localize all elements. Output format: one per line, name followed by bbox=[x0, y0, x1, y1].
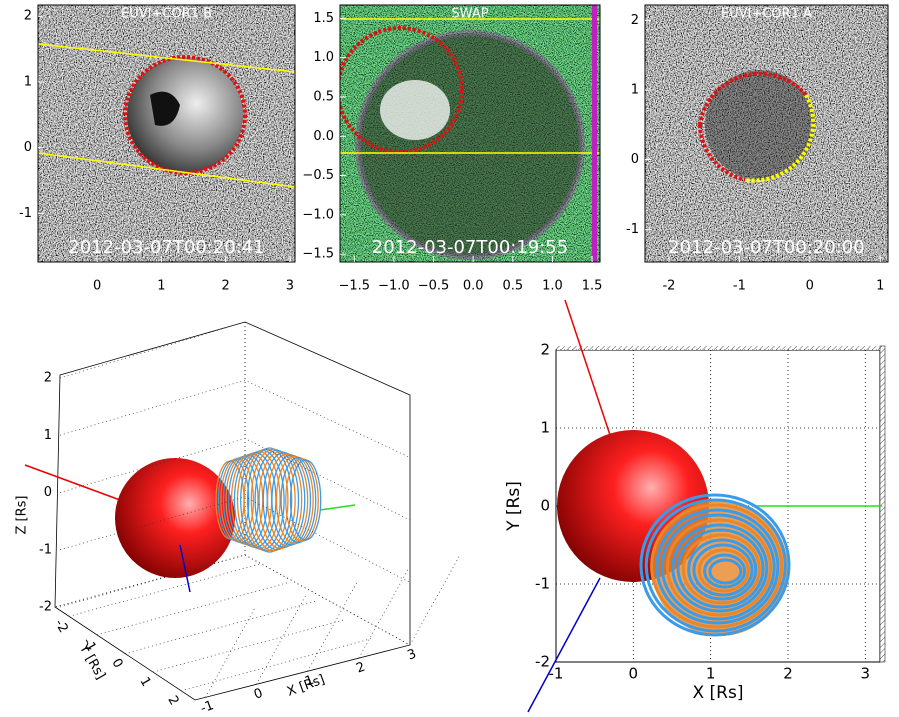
grid-line bbox=[97, 583, 287, 635]
grid-line bbox=[308, 581, 358, 671]
x-tick-label: −0.5 bbox=[418, 279, 450, 294]
image-title: EUVI+COR1 B bbox=[121, 7, 212, 22]
x-tick-label: −1.0 bbox=[378, 279, 410, 294]
timestamp: 2012-03-07T00:19:55 bbox=[372, 237, 568, 258]
x-tick-label: −1.5 bbox=[338, 279, 370, 294]
y-tick-label: 0 bbox=[631, 152, 639, 167]
x-tick-label: 3 bbox=[861, 665, 871, 683]
grid-line bbox=[205, 607, 255, 697]
grid-line bbox=[125, 602, 315, 654]
grid-line bbox=[60, 380, 410, 457]
z-tick-label: 2 bbox=[44, 371, 52, 386]
y-tick-label: −0.5 bbox=[302, 168, 334, 183]
image-title: SWAP bbox=[451, 7, 488, 22]
frame-hatch bbox=[880, 346, 885, 662]
x-tick-label: 2 bbox=[354, 660, 367, 677]
y-tick-label: 0.5 bbox=[313, 89, 334, 104]
y-tick-label: 0 bbox=[540, 497, 550, 515]
y-tick-label: 0.0 bbox=[313, 129, 334, 144]
z-tick-label: 0 bbox=[44, 485, 52, 500]
y-tick-label: 2 bbox=[164, 693, 181, 708]
grid-line bbox=[256, 594, 306, 684]
y-tick-label: -1 bbox=[626, 222, 639, 237]
grid-line bbox=[410, 555, 460, 645]
grid-line bbox=[153, 620, 343, 672]
y-tick-label: -2 bbox=[51, 617, 70, 636]
z-axis-label: Z [Rs] bbox=[15, 496, 30, 535]
swap-image bbox=[338, 5, 600, 262]
y-tick-label: 1 bbox=[631, 82, 639, 97]
grid-line bbox=[60, 555, 410, 645]
y-axis-label: Y [Rs] bbox=[504, 481, 524, 532]
timestamp: 2012-03-07T00:20:41 bbox=[68, 237, 264, 258]
x-tick-label: 1.0 bbox=[542, 279, 563, 294]
y-tick-label: 0 bbox=[24, 140, 32, 155]
x-tick-label: 1 bbox=[706, 665, 716, 683]
x-tick-label: 1 bbox=[876, 279, 884, 294]
frame-hatch bbox=[556, 346, 880, 350]
x-tick-label: 2 bbox=[221, 279, 229, 294]
x-tick-label: -2 bbox=[662, 279, 675, 294]
solar-disk bbox=[358, 33, 582, 257]
euvi-a-image bbox=[645, 5, 888, 262]
image-title: EUVI+COR1 A bbox=[721, 7, 812, 22]
flux-rope-3d bbox=[216, 448, 321, 552]
x-tick-label: -1 bbox=[199, 698, 216, 717]
y-tick-label: 2 bbox=[631, 13, 639, 28]
page: {"chart_data": [ {"type": "image", "titl… bbox=[0, 0, 899, 717]
timestamp: 2012-03-07T00:20:00 bbox=[668, 237, 864, 258]
z-tick-label: -2 bbox=[39, 600, 52, 615]
y-tick-label: −1.0 bbox=[302, 207, 334, 222]
flux-rope-2d bbox=[641, 495, 789, 636]
axis-line bbox=[565, 300, 610, 435]
grid-line bbox=[60, 322, 410, 395]
x-tick-label: -1 bbox=[549, 665, 564, 683]
y-tick-label: 2 bbox=[540, 341, 550, 359]
axis-line bbox=[320, 505, 355, 510]
x-tick-label: -1 bbox=[733, 279, 746, 294]
y-tick-label: -2 bbox=[535, 653, 550, 671]
y-tick-label: 0 bbox=[108, 656, 125, 671]
y-tick-label: 2 bbox=[24, 9, 32, 24]
grid-line bbox=[359, 568, 409, 658]
x-tick-label: 3 bbox=[286, 279, 294, 294]
x-tick-label: 1 bbox=[157, 279, 165, 294]
x-tick-label: 0 bbox=[629, 665, 639, 683]
y-tick-label: 1.0 bbox=[313, 50, 334, 65]
x-tick-label: 3 bbox=[406, 647, 419, 664]
x-tick-label: 1.5 bbox=[582, 279, 603, 294]
x-tick-label: 0 bbox=[93, 279, 101, 294]
y-axis-label: Y [Rs] bbox=[75, 641, 108, 682]
z-tick-label: 1 bbox=[44, 428, 52, 443]
axis-line bbox=[528, 578, 600, 712]
y-tick-label: -1 bbox=[19, 206, 32, 221]
euvi-b-image bbox=[38, 5, 295, 262]
axis-line bbox=[25, 465, 120, 500]
edge-band bbox=[592, 5, 597, 262]
x-axis-label: X [Rs] bbox=[693, 683, 744, 703]
y-tick-label: −1.5 bbox=[302, 247, 334, 262]
x-tick-label: 0 bbox=[806, 279, 814, 294]
x-tick-label: 0 bbox=[252, 686, 265, 703]
x-tick-label: 2 bbox=[783, 665, 793, 683]
y-tick-label: 1.5 bbox=[313, 11, 334, 26]
grid-line bbox=[181, 639, 371, 691]
figure: EUVI+COR1 B2012-03-07T00:20:410123-1012S… bbox=[0, 0, 899, 717]
x-tick-label: 0.0 bbox=[463, 279, 484, 294]
x-tick-label: 0.5 bbox=[502, 279, 523, 294]
z-tick-label: -1 bbox=[39, 542, 52, 557]
y-tick-label: 1 bbox=[24, 74, 32, 89]
y-tick-label: -1 bbox=[535, 575, 550, 593]
y-tick-label: 1 bbox=[540, 419, 550, 437]
y-tick-label: 1 bbox=[136, 675, 153, 690]
bright-region bbox=[380, 80, 450, 140]
